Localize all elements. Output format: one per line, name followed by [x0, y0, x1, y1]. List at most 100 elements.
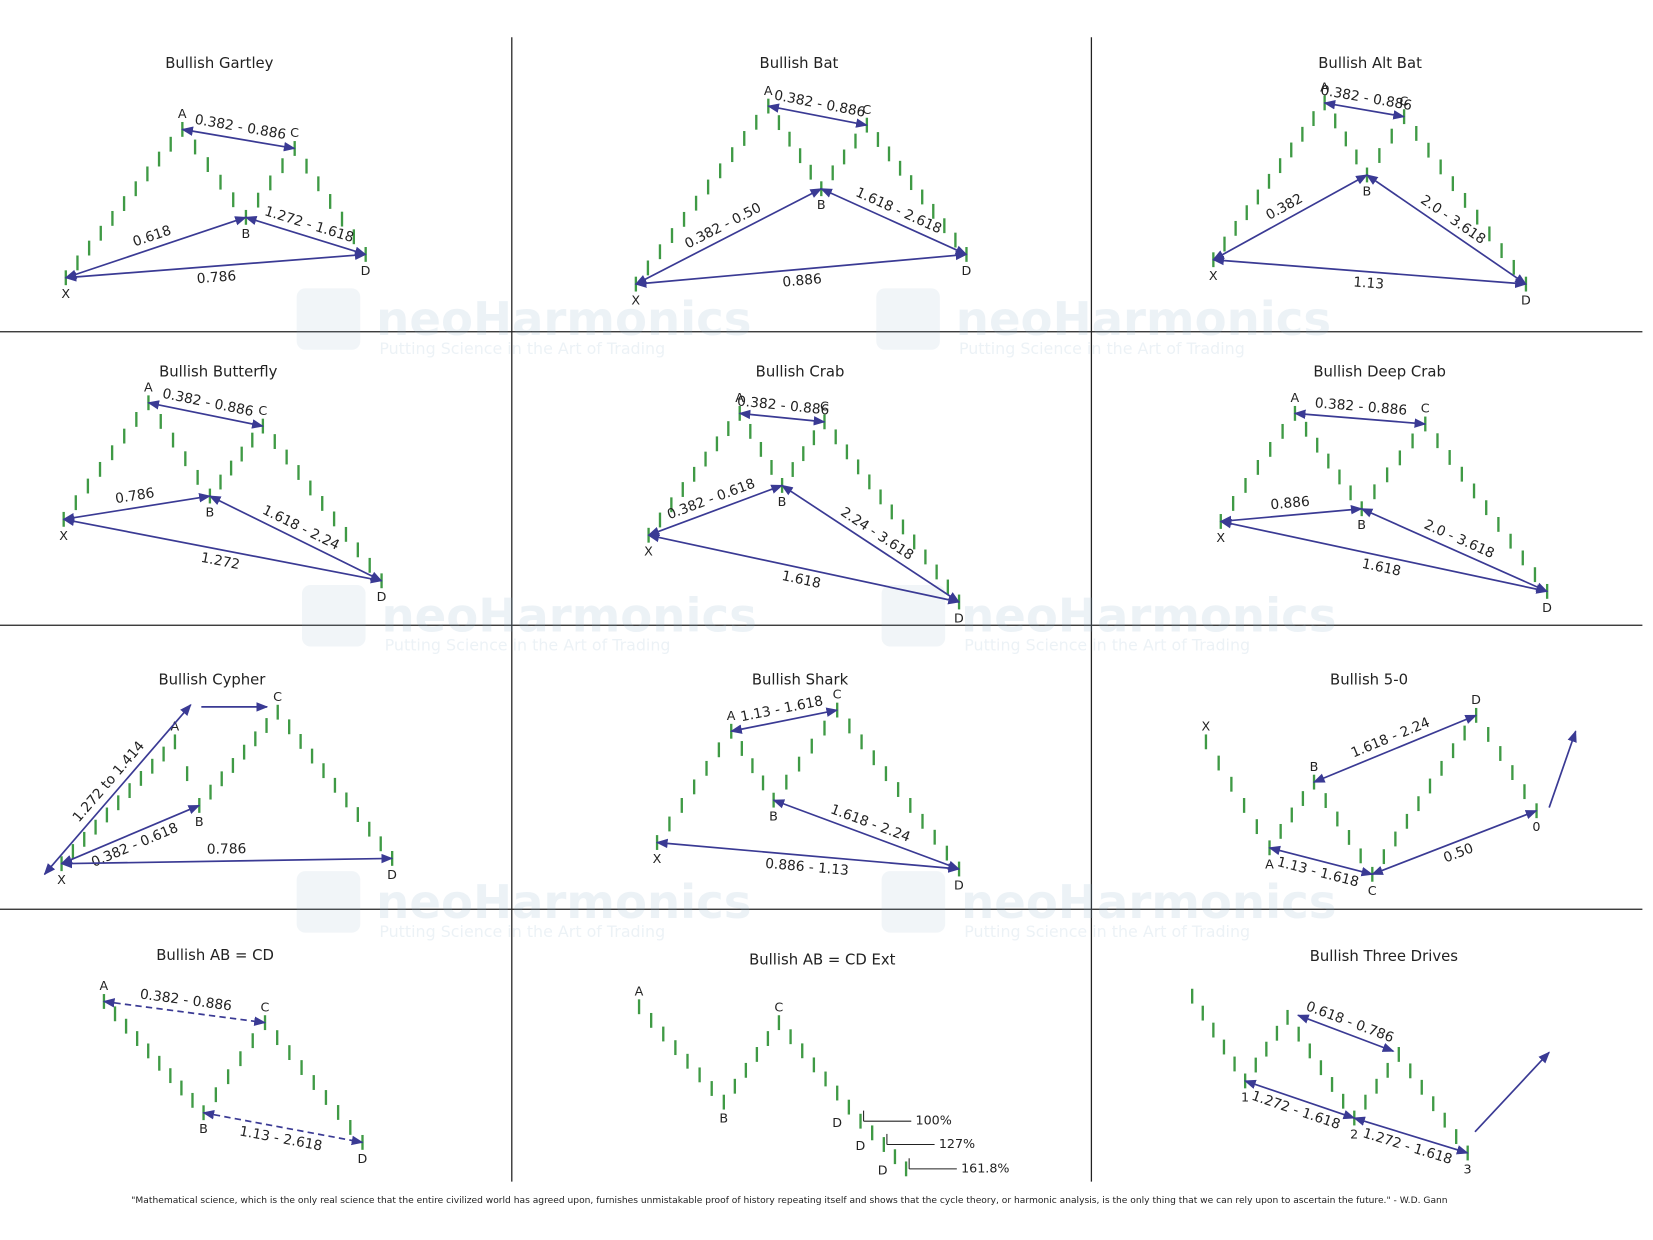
candle [1254, 1057, 1257, 1073]
candle [1312, 111, 1315, 127]
point-label: B [778, 494, 787, 509]
candle [755, 114, 758, 130]
candle [658, 512, 662, 528]
point-label: B [205, 504, 214, 519]
candle [344, 526, 348, 542]
candle [1378, 148, 1381, 163]
candle [297, 465, 300, 480]
watermark-tagline: Putting Science in the Art of Trading [385, 636, 671, 655]
candle [251, 1033, 254, 1049]
candle [954, 232, 957, 248]
candle [743, 131, 746, 146]
candle [1347, 830, 1351, 845]
candle [649, 1012, 653, 1028]
candle [884, 766, 888, 782]
candle [831, 165, 834, 181]
candle [777, 115, 781, 131]
candle [206, 157, 209, 172]
point-label: A [735, 390, 744, 405]
candle [909, 175, 913, 191]
grid [0, 37, 1643, 1182]
point-label: 2 [1350, 1126, 1358, 1141]
point-label: 1 [1241, 1089, 1249, 1104]
candle [1373, 484, 1376, 500]
candle [662, 1026, 665, 1042]
candle [300, 1060, 303, 1075]
candle [749, 423, 752, 439]
point-label: X [1209, 268, 1218, 283]
candle [802, 446, 805, 462]
point-label: D [878, 1162, 888, 1177]
point-label: A [727, 708, 736, 723]
candle [1278, 158, 1282, 174]
candle [943, 218, 946, 234]
candle [1499, 746, 1502, 761]
panel-title: Bullish AB = CD [156, 947, 274, 964]
candle [859, 1113, 862, 1129]
candle [856, 459, 860, 475]
watermark-brand: neoHarmonics [961, 589, 1336, 643]
candle [1275, 1025, 1279, 1041]
point-label: D [387, 867, 397, 882]
point-label: D [1471, 692, 1481, 707]
panel-title: Bullish Shark [752, 672, 849, 689]
candle [1204, 734, 1208, 750]
candle [1440, 760, 1443, 776]
ratio-arrow [1323, 100, 1406, 120]
candle [810, 738, 813, 754]
candle [1222, 1039, 1226, 1055]
point-label: A [144, 379, 153, 394]
projection-arrow [1548, 730, 1577, 808]
candle [777, 1015, 781, 1031]
ratio-arrow [181, 126, 296, 152]
candle [890, 504, 893, 520]
candle [1297, 1026, 1300, 1042]
ratio-arrow [1293, 409, 1427, 428]
panel-title: Bullish Crab [756, 363, 845, 380]
ratio-arrow [1219, 519, 1549, 594]
candle [1319, 1060, 1323, 1076]
candle [1472, 483, 1476, 499]
candle [229, 460, 233, 476]
candle [1386, 1062, 1389, 1078]
candle [945, 845, 949, 861]
candle [1334, 113, 1337, 129]
candle [231, 758, 235, 773]
candle [312, 1075, 315, 1090]
candle [1256, 189, 1260, 205]
candle [1230, 776, 1233, 792]
candle [169, 136, 172, 152]
panel-title: Bullish Bat [760, 55, 839, 72]
ratio-label: 1.272 [199, 550, 241, 573]
candle [871, 1125, 874, 1141]
point-label: C [1421, 401, 1430, 416]
candle [879, 489, 882, 505]
candle [1463, 192, 1467, 208]
candle [1500, 243, 1503, 259]
panel-title: Bullish Gartley [165, 55, 273, 72]
ratio-arrow [647, 532, 961, 605]
candle [704, 451, 707, 467]
ratio-arrow [820, 187, 968, 256]
candle [76, 255, 79, 271]
candle [904, 1161, 908, 1177]
candle [214, 1087, 218, 1103]
candle [1397, 1047, 1400, 1062]
candle [761, 775, 765, 791]
candle [333, 777, 337, 793]
ratio-arrow [1312, 714, 1478, 783]
candle [219, 474, 222, 490]
watermark-tagline: Putting Science in the Art of Trading [959, 339, 1245, 358]
candle [1338, 469, 1341, 485]
candle [682, 211, 686, 227]
candle [921, 813, 924, 829]
candle [309, 480, 312, 496]
watermark-brand: neoHarmonics [956, 292, 1331, 346]
candle [146, 166, 149, 182]
candle [157, 151, 161, 167]
candle [117, 795, 120, 811]
candle [1394, 831, 1397, 847]
ratio-arrow [767, 103, 868, 128]
